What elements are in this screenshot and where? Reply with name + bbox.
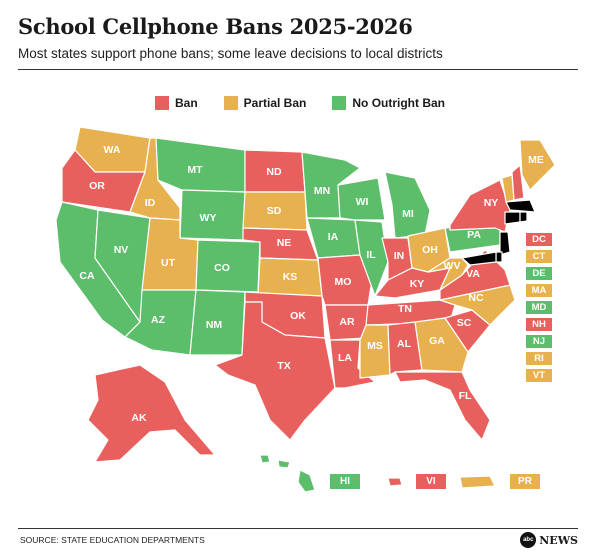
- label-me: ME: [528, 154, 544, 166]
- territory-label-vi[interactable]: VI: [416, 474, 446, 489]
- state-ct[interactable]: [504, 211, 521, 225]
- label-ia: IA: [328, 231, 339, 243]
- territory-label-hi[interactable]: HI: [330, 474, 360, 489]
- label-wa: WA: [104, 144, 121, 156]
- territory-vi-shape[interactable]: [387, 477, 403, 487]
- territory-pr-shape[interactable]: [459, 475, 496, 489]
- state-wv[interactable]: [427, 257, 469, 291]
- small-state-ma[interactable]: MA: [526, 284, 552, 297]
- state-md[interactable]: [461, 251, 497, 266]
- territory-hi-island-mid[interactable]: [277, 459, 291, 469]
- label-wv: WV: [444, 260, 461, 272]
- label-id: ID: [145, 197, 156, 209]
- page-subtitle: Most states support phone bans; some lea…: [18, 46, 443, 61]
- state-mi[interactable]: [384, 171, 431, 239]
- label-tx: TX: [277, 360, 290, 372]
- label-az: AZ: [151, 314, 166, 326]
- state-tn[interactable]: [365, 299, 456, 326]
- small-state-ri[interactable]: RI: [526, 352, 552, 365]
- label-wi: WI: [356, 196, 369, 208]
- territory-label-pr[interactable]: PR: [510, 474, 540, 489]
- brand-logo: abc NEWS: [520, 532, 578, 548]
- label-tn: TN: [398, 303, 412, 315]
- state-nh[interactable]: [511, 164, 525, 201]
- legend-label-ban: Ban: [174, 96, 198, 110]
- state-ms[interactable]: [359, 324, 391, 379]
- state-il[interactable]: [354, 219, 389, 297]
- legend-label-partial-ban: Partial Ban: [243, 96, 307, 110]
- footer-divider: [18, 528, 578, 529]
- label-co: CO: [214, 262, 230, 274]
- label-mt: MT: [187, 164, 203, 176]
- label-mo: MO: [335, 276, 352, 288]
- page-title: School Cellphone Bans 2025-2026: [18, 14, 413, 39]
- label-wy: WY: [200, 212, 217, 224]
- small-state-ct[interactable]: CT: [526, 250, 552, 263]
- label-ok: OK: [290, 310, 306, 322]
- label-ny: NY: [484, 197, 499, 209]
- label-ut: UT: [161, 257, 176, 269]
- legend-swatch-partial-ban: [223, 96, 238, 110]
- legend: Ban Partial Ban No Outright Ban: [0, 96, 600, 110]
- abc-logo-icon: abc: [520, 532, 537, 548]
- small-state-dc[interactable]: DC: [526, 233, 552, 246]
- state-ma[interactable]: [505, 199, 536, 213]
- legend-item-partial-ban: Partial Ban: [223, 96, 307, 110]
- legend-swatch-ban: [154, 96, 169, 110]
- legend-label-no-outright-ban: No Outright Ban: [352, 96, 446, 110]
- small-state-nj[interactable]: NJ: [526, 335, 552, 348]
- legend-item-ban: Ban: [154, 96, 198, 110]
- label-ky: KY: [410, 278, 425, 290]
- label-nm: NM: [206, 319, 223, 331]
- label-mi: MI: [402, 208, 414, 220]
- small-state-nh[interactable]: NH: [526, 318, 552, 331]
- label-pa: PA: [467, 229, 481, 241]
- state-ri[interactable]: [519, 211, 528, 223]
- state-de[interactable]: [495, 251, 503, 263]
- label-il: IL: [366, 249, 376, 261]
- source-note: SOURCE: STATE EDUCATION DEPARTMENTS: [20, 535, 205, 545]
- label-ne: NE: [277, 237, 292, 249]
- label-sd: SD: [267, 205, 282, 217]
- label-ms: MS: [367, 340, 383, 352]
- state-wi[interactable]: [337, 177, 386, 221]
- state-fl[interactable]: [394, 371, 491, 441]
- header-divider: [18, 69, 578, 70]
- state-ak[interactable]: [87, 364, 216, 463]
- label-ar: AR: [339, 316, 355, 328]
- small-state-md[interactable]: MD: [526, 301, 552, 314]
- label-mn: MN: [314, 185, 330, 197]
- small-state-de[interactable]: DE: [526, 267, 552, 280]
- legend-swatch-no-outright-ban: [332, 96, 347, 110]
- label-ga: GA: [429, 335, 445, 347]
- label-fl: FL: [459, 390, 472, 402]
- state-ny[interactable]: [449, 179, 511, 233]
- brand-text: NEWS: [539, 533, 578, 547]
- label-ca: CA: [79, 270, 95, 282]
- label-nc: NC: [468, 292, 484, 304]
- label-ks: KS: [283, 271, 298, 283]
- state-nj[interactable]: [499, 231, 511, 256]
- us-map: WA OR CA NV ID MT WY UT CO AZ NM ND SD N…: [55, 126, 556, 493]
- small-state-vt[interactable]: VT: [526, 369, 552, 382]
- label-nv: NV: [114, 244, 129, 256]
- label-la: LA: [338, 352, 352, 364]
- label-sc: SC: [457, 317, 472, 329]
- label-nd: ND: [266, 166, 282, 178]
- state-ga[interactable]: [414, 317, 469, 373]
- territory-hi-shape[interactable]: [297, 469, 316, 493]
- label-ak: AK: [131, 412, 147, 424]
- territory-hi-island-small[interactable]: [259, 454, 271, 464]
- state-al[interactable]: [387, 321, 423, 376]
- label-va: VA: [466, 268, 480, 280]
- label-in: IN: [394, 250, 405, 262]
- state-tx[interactable]: [214, 301, 336, 441]
- label-oh: OH: [422, 244, 438, 256]
- label-al: AL: [397, 338, 412, 350]
- legend-item-no-outright-ban: No Outright Ban: [332, 96, 445, 110]
- state-me[interactable]: [519, 139, 556, 191]
- small-states-legend: DC CT DE MA MD NH NJ RI VT: [526, 233, 552, 382]
- label-or: OR: [89, 180, 105, 192]
